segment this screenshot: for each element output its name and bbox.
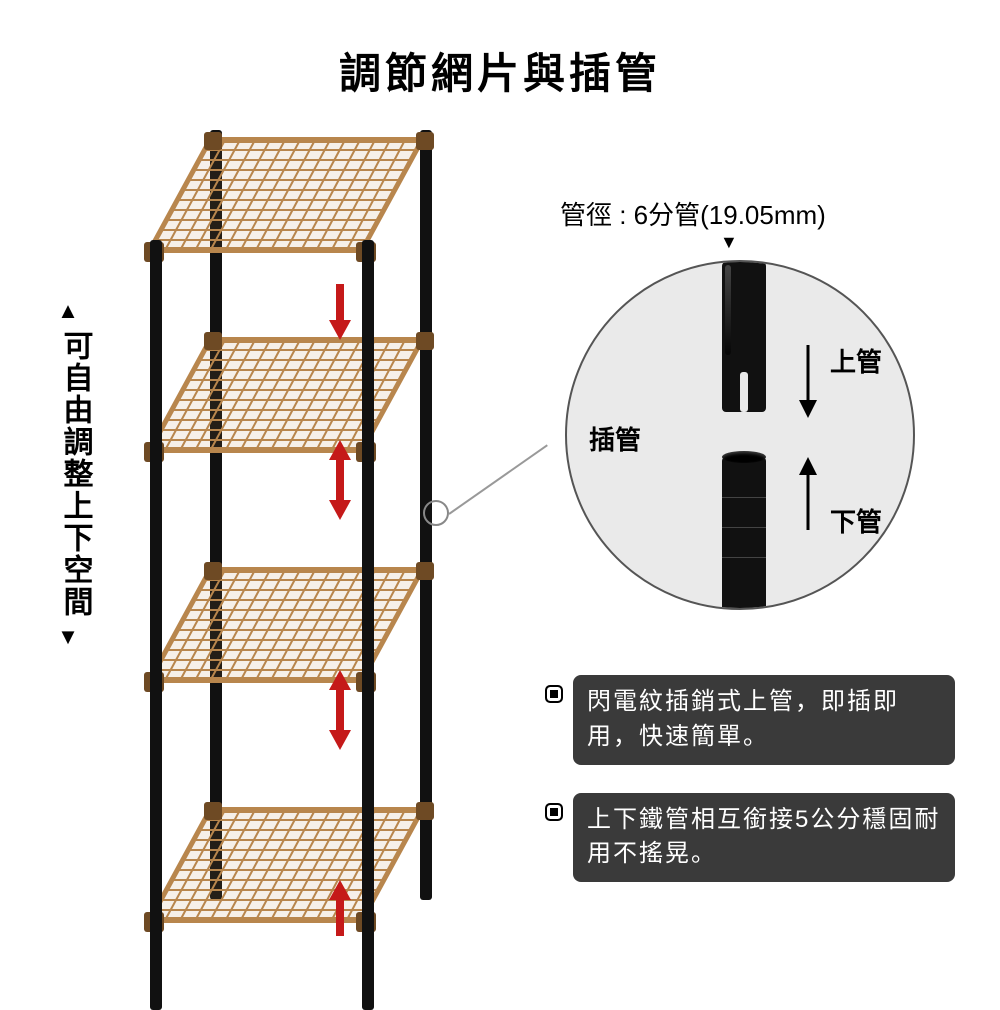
side-adjust-label: ▲ 可自由調整上下空間 ▼ (50, 300, 86, 648)
feature-list: 閃電紋插銷式上管，即插即用，快速簡單。 上下鐵管相互銜接5公分穩固耐用不搖晃。 (545, 675, 955, 910)
wire-shelf (140, 550, 440, 700)
lower-tube (722, 457, 766, 610)
bullet-icon (545, 803, 563, 821)
tube-spec-label: 管徑 : 6分管(19.05mm) (560, 195, 826, 232)
adjust-arrow-icon (327, 880, 353, 945)
feature-text: 閃電紋插銷式上管，即插即用，快速簡單。 (573, 675, 955, 765)
feature-text: 上下鐵管相互銜接5公分穩固耐用不搖晃。 (573, 793, 955, 883)
wire-shelf (140, 320, 440, 470)
callout-line (448, 444, 547, 514)
pole-front-left (150, 240, 162, 1010)
side-label-text: 可自由調整上下空間 (50, 330, 100, 618)
bullet-icon (545, 685, 563, 703)
page-title: 調節網片與插管 (0, 40, 1000, 101)
upper-arrow-icon (795, 340, 821, 420)
arrow-down-icon: ▼ (50, 626, 86, 648)
wire-shelf (140, 790, 440, 940)
callout-origin-icon (423, 500, 449, 526)
adjust-arrow-icon (327, 440, 353, 525)
feature-item: 上下鐵管相互銜接5公分穩固耐用不搖晃。 (545, 793, 955, 883)
adjust-arrow-icon (327, 670, 353, 755)
lower-arrow-icon (795, 455, 821, 535)
label-upper-tube: 上管 (830, 342, 882, 379)
arrow-up-icon: ▲ (50, 300, 86, 322)
shelving-diagram (140, 110, 440, 940)
label-insert: 插管 (589, 420, 641, 457)
adjust-arrow-icon (327, 280, 353, 345)
upper-tube (722, 262, 766, 412)
tube-detail-diagram: 插管 上管 下管 (555, 250, 925, 620)
label-lower-tube: 下管 (830, 502, 882, 539)
feature-item: 閃電紋插銷式上管，即插即用，快速簡單。 (545, 675, 955, 765)
pole-front-right (362, 240, 374, 1010)
wire-shelf (140, 120, 440, 270)
